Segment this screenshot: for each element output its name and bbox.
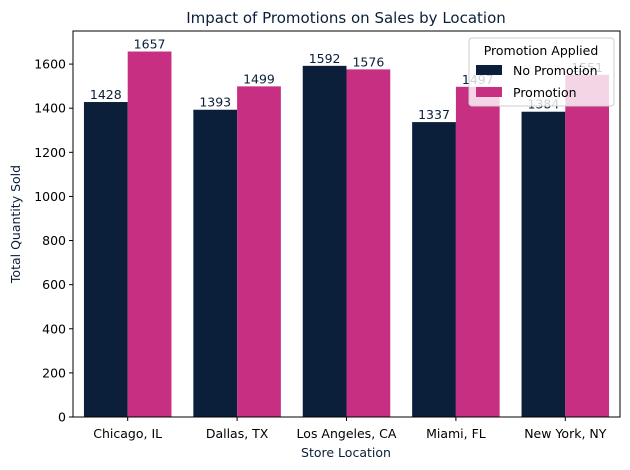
data-label-no-promotion-chicago-il: 1428: [90, 87, 122, 102]
legend-box: [468, 37, 615, 107]
bar-promotion-dallas-tx: [237, 86, 281, 417]
y-axis-title: Total Quantity Sold: [8, 165, 23, 284]
y-tick-label: 0: [58, 410, 66, 425]
y-tick-label: 1400: [34, 101, 66, 116]
y-tick-label: 200: [42, 365, 66, 380]
x-tick-label-miami-fl: Miami, FL: [426, 426, 486, 441]
data-label-no-promotion-miami-fl: 1337: [418, 107, 450, 122]
data-label-promotion-los-angeles-ca: 1576: [352, 54, 384, 69]
chart-title: Impact of Promotions on Sales by Locatio…: [186, 9, 506, 27]
x-axis-title: Store Location: [301, 445, 391, 460]
data-label-promotion-chicago-il: 1657: [134, 37, 166, 52]
y-tick-label: 800: [42, 233, 66, 248]
y-tick-label: 1600: [34, 57, 66, 72]
y-axis: 0 200 400 600 800 1000 1200 1400 1600: [34, 57, 73, 425]
legend-swatch-promotion: [476, 87, 502, 97]
x-tick-label-los-angeles-ca: Los Angeles, CA: [297, 426, 397, 441]
bar-no-promotion-chicago-il: [83, 102, 128, 418]
legend-title: Promotion Applied: [484, 43, 599, 58]
bar-no-promotion-los-angeles-ca: [302, 65, 347, 418]
data-label-promotion-dallas-tx: 1499: [243, 71, 275, 86]
y-tick-label: 600: [42, 277, 66, 292]
bars-group: [83, 51, 610, 418]
bar-no-promotion-miami-fl: [412, 122, 456, 417]
y-tick-label: 400: [42, 321, 66, 336]
y-tick-label: 1200: [34, 145, 66, 160]
bar-promotion-miami-fl: [455, 86, 500, 418]
data-label-no-promotion-dallas-tx: 1393: [199, 95, 231, 110]
bar-no-promotion-dallas-tx: [193, 109, 238, 417]
legend-swatch-no-promotion: [476, 65, 502, 75]
bar-no-promotion-new-york-ny: [521, 111, 566, 418]
legend: Promotion Applied No Promotion Promotion: [468, 37, 615, 107]
bar-promotion-chicago-il: [127, 51, 172, 417]
x-tick-label-new-york-ny: New York, NY: [524, 426, 607, 441]
x-tick-label-chicago-il: Chicago, IL: [93, 426, 162, 441]
x-axis: Chicago, IL Dallas, TX Los Angeles, CA Miam…: [93, 417, 607, 441]
legend-label-promotion: Promotion: [513, 85, 577, 100]
data-label-no-promotion-los-angeles-ca: 1592: [309, 51, 341, 66]
bar-promotion-new-york-ny: [565, 74, 610, 418]
bar-promotion-los-angeles-ca: [346, 69, 391, 417]
plot-frame: [72, 30, 621, 418]
legend-label-no-promotion: No Promotion: [513, 63, 598, 78]
x-tick-label-dallas-tx: Dallas, TX: [206, 426, 269, 441]
y-tick-label: 1000: [34, 189, 66, 204]
